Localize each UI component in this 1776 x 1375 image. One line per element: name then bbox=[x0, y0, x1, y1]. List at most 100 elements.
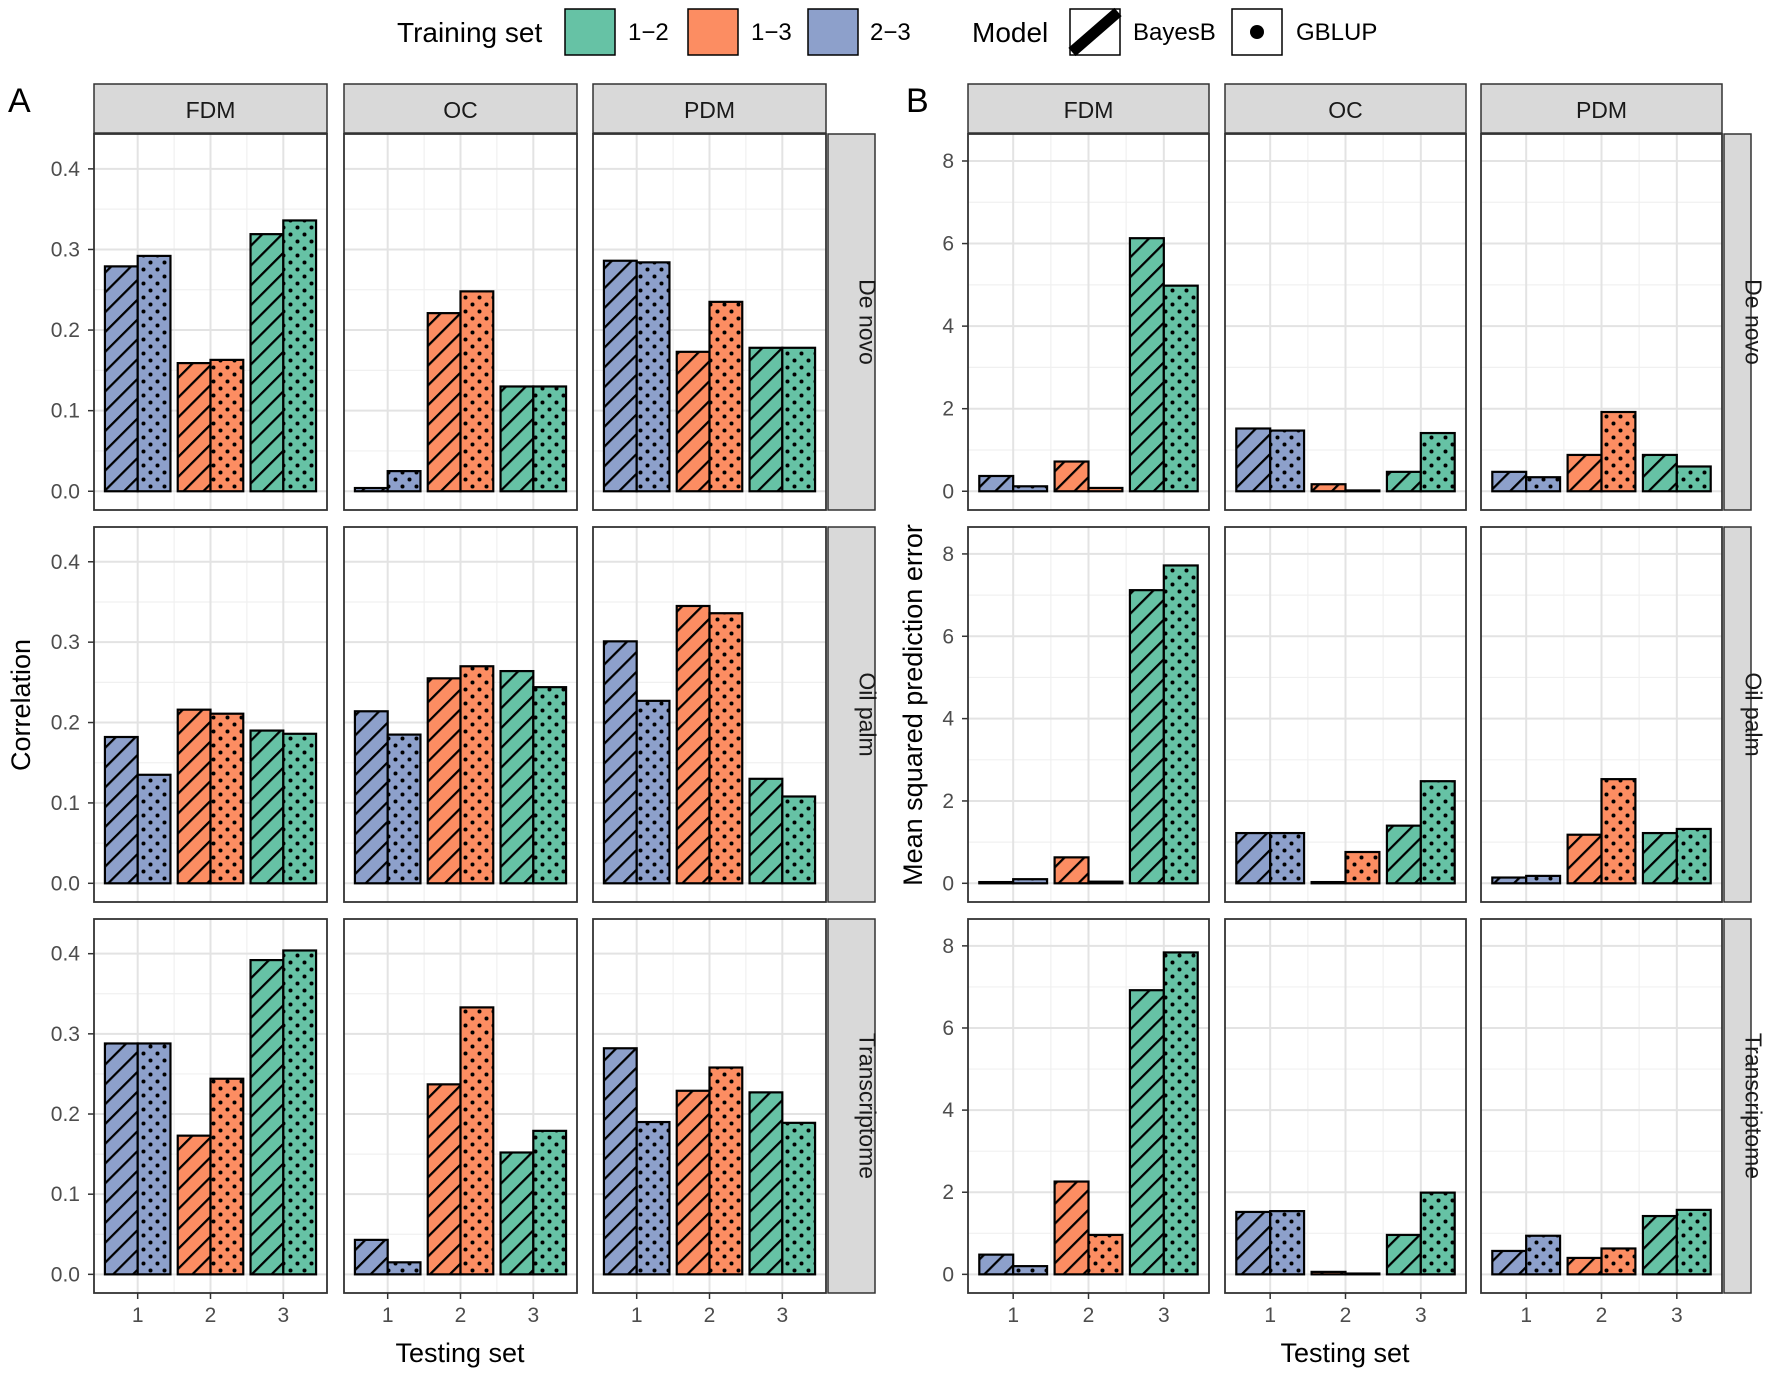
legend-label-bayesb: BayesB bbox=[1133, 19, 1216, 46]
y-tick-label: 0.0 bbox=[51, 480, 80, 503]
bar-oil-palm-pdm-test3-bayesb-pattern bbox=[1641, 831, 1678, 885]
column-strip-label: FDM bbox=[1064, 97, 1114, 123]
legend-gblup-dot-icon bbox=[1250, 25, 1264, 39]
column-strip-fdm bbox=[93, 83, 328, 134]
bar-oil-palm-oc-test2-bayesb-pattern bbox=[426, 677, 462, 885]
x-tick-label: 2 bbox=[1083, 1304, 1095, 1327]
bar-oil-palm-fdm-test2-gblup-pattern bbox=[209, 712, 245, 885]
bar-de-novo-oc-test2-bayesb-pattern bbox=[1310, 483, 1347, 493]
bar-de-novo-pdm-test1-gblup-pattern bbox=[1525, 476, 1562, 493]
panel-label-b: B bbox=[906, 82, 929, 120]
bar-de-novo-fdm-test1-bayesb-pattern bbox=[103, 265, 139, 493]
row-strip-transcriptome bbox=[1723, 918, 1752, 1294]
bar-transcriptome-pdm-test3-bayesb-pattern bbox=[748, 1091, 784, 1276]
x-tick-label: 3 bbox=[1158, 1304, 1170, 1327]
panel-transcriptome-pdm bbox=[592, 918, 827, 1294]
bar-oil-palm-oc-test2-bayesb-pattern bbox=[1310, 880, 1347, 885]
bar-oil-palm-oc-test3-gblup-pattern bbox=[532, 686, 568, 885]
bar-oil-palm-pdm-test2-bayesb-pattern bbox=[675, 604, 711, 885]
bar-transcriptome-fdm-test1-bayesb-pattern bbox=[103, 1042, 139, 1276]
panel-border bbox=[93, 526, 328, 903]
panel-border bbox=[967, 526, 1210, 903]
bar-transcriptome-fdm-test3-gblup-pattern bbox=[282, 949, 318, 1276]
bar-de-novo-fdm-test2-bayesb-pattern bbox=[176, 362, 212, 493]
bar-transcriptome-oc-test3-bayesb-pattern bbox=[1385, 1233, 1422, 1276]
bar-de-novo-fdm-test3-gblup-pattern bbox=[1162, 284, 1199, 493]
panel-oil-palm-pdm bbox=[592, 526, 827, 903]
x-tick-label: 2 bbox=[1596, 1304, 1608, 1327]
bar-transcriptome-pdm-test2-gblup-pattern bbox=[708, 1066, 744, 1276]
x-tick-label: 3 bbox=[1415, 1304, 1427, 1327]
panel-de-novo-oc bbox=[1224, 133, 1467, 511]
bar-transcriptome-pdm-test2-gblup-pattern bbox=[1600, 1247, 1637, 1276]
bar-oil-palm-pdm-test1-gblup-pattern bbox=[1525, 874, 1562, 885]
y-tick-label: 6 bbox=[942, 233, 954, 256]
y-tick-label: 0.1 bbox=[51, 792, 80, 815]
panel-border bbox=[1480, 526, 1723, 903]
chart-b: B FDM OC PDM De novo Oil palm Transcriptome 0 2 4… bbox=[898, 82, 1767, 1368]
panel-oil-palm-fdm bbox=[967, 526, 1210, 903]
y-tick-label: 6 bbox=[942, 625, 954, 648]
column-strip-label: OC bbox=[1328, 97, 1363, 123]
bar-oil-palm-fdm-test2-bayesb-pattern bbox=[1053, 856, 1090, 885]
bar-oil-palm-fdm-test3-bayesb-pattern bbox=[249, 729, 285, 885]
bar-de-novo-pdm-test2-bayesb-pattern bbox=[1566, 453, 1603, 493]
bar-oil-palm-pdm-test1-bayesb-pattern bbox=[1491, 876, 1528, 885]
bar-oil-palm-oc-test1-gblup-pattern bbox=[1269, 831, 1306, 885]
bar-transcriptome-pdm-test1-gblup-pattern bbox=[635, 1120, 671, 1276]
column-strip-label: PDM bbox=[1576, 97, 1627, 123]
bar-de-novo-pdm-test1-bayesb-pattern bbox=[602, 259, 638, 493]
bar-oil-palm-oc-test2-gblup-pattern bbox=[1344, 850, 1381, 885]
bar-transcriptome-oc-test1-gblup-pattern bbox=[386, 1261, 422, 1276]
x-tick-label: 2 bbox=[455, 1304, 467, 1327]
panel-transcriptome-pdm bbox=[1480, 918, 1723, 1294]
y-tick-label: 0.0 bbox=[51, 872, 80, 895]
panel-de-novo-oc bbox=[343, 133, 578, 511]
panel-de-novo-fdm bbox=[967, 133, 1210, 511]
panel-oil-palm-pdm bbox=[1480, 526, 1723, 903]
bar-de-novo-pdm-test1-gblup-pattern bbox=[635, 261, 671, 493]
y-tick-label: 2 bbox=[942, 398, 954, 421]
bar-de-novo-oc-test1-bayesb-pattern bbox=[353, 486, 389, 493]
bar-transcriptome-pdm-test1-bayesb-pattern bbox=[1491, 1249, 1528, 1276]
bar-de-novo-oc-test2-gblup-pattern bbox=[459, 290, 495, 493]
bar-transcriptome-oc-test1-gblup-pattern bbox=[1269, 1210, 1306, 1276]
bar-oil-palm-fdm-test3-gblup-pattern bbox=[1162, 564, 1199, 885]
bar-de-novo-pdm-test3-bayesb-pattern bbox=[748, 346, 784, 493]
row-strip-de-novo bbox=[827, 133, 876, 511]
x-tick-label: 3 bbox=[277, 1304, 289, 1327]
x-tick-label: 2 bbox=[205, 1304, 217, 1327]
y-tick-label: 0.2 bbox=[51, 712, 80, 735]
bar-de-novo-fdm-test2-gblup-pattern bbox=[1087, 486, 1124, 493]
y-tick-label: 2 bbox=[942, 790, 954, 813]
bar-oil-palm-fdm-test1-gblup-pattern bbox=[1012, 878, 1049, 885]
bar-de-novo-pdm-test2-gblup-pattern bbox=[1600, 410, 1637, 493]
column-strip-pdm bbox=[1480, 83, 1723, 134]
bar-de-novo-fdm-test2-bayesb-pattern bbox=[1053, 460, 1090, 493]
x-tick-label: 3 bbox=[527, 1304, 539, 1327]
bar-oil-palm-fdm-test1-bayesb-pattern bbox=[103, 735, 139, 885]
y-axis-title: Mean squared prediction error bbox=[898, 524, 928, 886]
legend-model-title: Model bbox=[972, 17, 1048, 48]
bar-de-novo-oc-test2-gblup-pattern bbox=[1344, 489, 1381, 493]
y-axis-title: Correlation bbox=[6, 639, 36, 771]
y-tick-label: 8 bbox=[942, 543, 954, 566]
row-strip-transcriptome bbox=[827, 918, 876, 1294]
column-strip-oc bbox=[343, 83, 578, 134]
y-tick-label: 0.2 bbox=[51, 1103, 80, 1126]
legend-label-gblup: GBLUP bbox=[1296, 19, 1377, 46]
bar-oil-palm-fdm-test1-gblup-pattern bbox=[136, 773, 172, 885]
row-strip-label: Oil palm bbox=[1741, 672, 1767, 756]
panel-oil-palm-fdm bbox=[93, 526, 328, 903]
x-tick-label: 1 bbox=[132, 1304, 144, 1327]
bar-transcriptome-pdm-test3-bayesb-pattern bbox=[1641, 1214, 1678, 1276]
bar-de-novo-oc-test3-bayesb-pattern bbox=[1385, 470, 1422, 493]
bar-oil-palm-fdm-test2-bayesb-pattern bbox=[176, 708, 212, 885]
bar-oil-palm-pdm-test3-bayesb-pattern bbox=[748, 777, 784, 885]
row-strip-oil-palm bbox=[1723, 526, 1752, 903]
bar-transcriptome-fdm-test2-gblup-pattern bbox=[209, 1077, 245, 1276]
bar-oil-palm-pdm-test1-gblup-pattern bbox=[635, 699, 671, 885]
panel-label-a: A bbox=[8, 82, 31, 120]
x-tick-label: 1 bbox=[1520, 1304, 1532, 1327]
